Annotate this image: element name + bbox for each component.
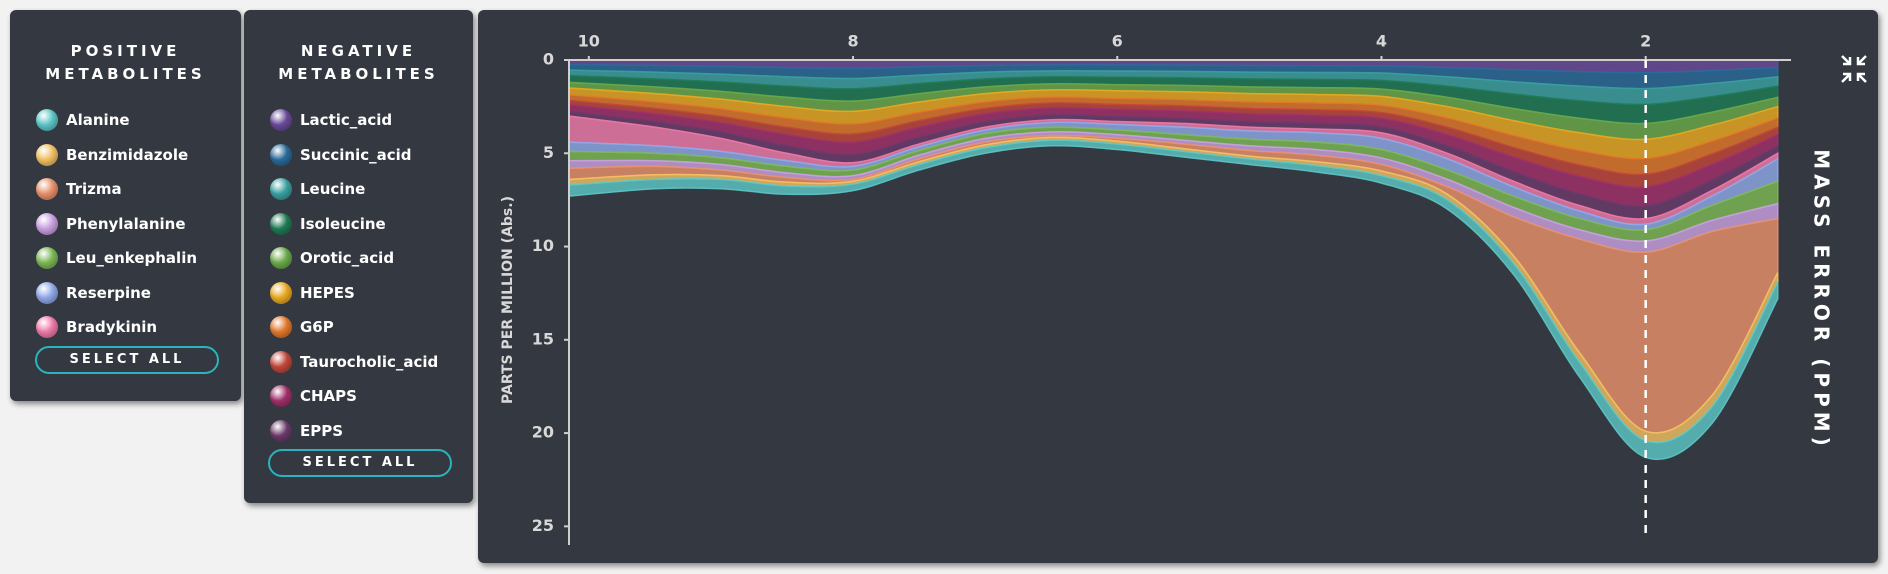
legend-swatch: [36, 143, 58, 166]
legend-swatch: [270, 316, 292, 338]
positive-panel: POSITIVE METABOLITES Alanine Benzimidazol…: [10, 10, 241, 401]
legend-label: Leu_enkephalin: [66, 249, 198, 267]
legend-label: Succinic_acid: [300, 145, 412, 164]
legend-item[interactable]: Isoleucine: [270, 210, 386, 238]
y-axis-label: PARTS PER MILLION (Abs.): [500, 196, 516, 404]
legend-swatch: [36, 178, 58, 200]
legend-item[interactable]: G6P: [270, 313, 334, 341]
legend-item[interactable]: Reserpine: [36, 279, 151, 307]
legend-swatch: [270, 385, 292, 407]
y-tick-label: 25: [532, 516, 554, 535]
legend-item[interactable]: Lactic_acid: [270, 106, 392, 134]
legend-label: Benzimidazole: [66, 145, 189, 164]
y-tick-label: 5: [543, 143, 554, 162]
legend-item[interactable]: Phenylalanine: [36, 210, 186, 238]
legend-label: Phenylalanine: [66, 214, 186, 233]
panel-title: NEGATIVE METABOLITES: [278, 42, 439, 83]
legend-swatch: [270, 419, 292, 442]
legend-swatch: [270, 350, 292, 373]
legend-swatch: [270, 247, 292, 269]
legend-label: Trizma: [66, 180, 122, 198]
legend-swatch: [270, 281, 292, 304]
y-tick-label: 20: [532, 423, 554, 442]
legend-label: Leucine: [300, 180, 366, 198]
legend-item[interactable]: Bradykinin: [36, 313, 157, 341]
y-tick-label: 10: [532, 236, 554, 255]
legend-label: Lactic_acid: [300, 111, 393, 129]
legend-swatch: [36, 281, 58, 304]
legend-label: Taurocholic_acid: [300, 352, 439, 371]
select-all-button[interactable]: SELECT ALL: [35, 346, 219, 374]
legend-item[interactable]: Leucine: [270, 175, 365, 203]
legend-label: Bradykinin: [66, 318, 158, 336]
legend-item[interactable]: HEPES: [270, 279, 355, 307]
legend-label: HEPES: [300, 283, 355, 302]
x-tick-label: 2: [1640, 32, 1651, 51]
y-tick-label: 0: [543, 50, 554, 69]
icon-arrow: [1841, 72, 1852, 83]
legend-label: Reserpine: [66, 283, 151, 302]
icon-arrow: [1841, 55, 1852, 66]
negative-panel: NEGATIVE METABOLITES Lactic_acid Succinic…: [244, 10, 473, 503]
legend-label: Alanine: [66, 111, 130, 129]
legend-label: CHAPS: [300, 387, 357, 405]
legend-item[interactable]: Taurocholic_acid: [270, 348, 438, 376]
legend-swatch: [270, 212, 292, 235]
legend-label: Orotic_acid: [300, 249, 395, 267]
panel-title: POSITIVE METABOLITES: [45, 42, 206, 83]
legend-item[interactable]: Succinic_acid: [270, 141, 412, 169]
icon-arrow: [1856, 72, 1867, 83]
legend-item[interactable]: CHAPS: [270, 382, 357, 410]
legend-swatch: [270, 178, 292, 200]
legend-item[interactable]: Leu_enkephalin: [36, 244, 197, 272]
select-all-button[interactable]: SELECT ALL: [268, 449, 452, 477]
legend-swatch: [36, 109, 58, 131]
x-tick-label: 4: [1376, 32, 1387, 51]
legend-item[interactable]: Benzimidazole: [36, 141, 188, 169]
legend-swatch: [36, 316, 58, 338]
legend-label: G6P: [300, 318, 334, 336]
legend-swatch: [270, 143, 292, 166]
chart-title: MASS ERROR (PPM): [1810, 149, 1834, 451]
y-tick-label: 15: [532, 329, 554, 348]
x-tick-label: 8: [847, 32, 858, 51]
legend-item[interactable]: Orotic_acid: [270, 244, 394, 272]
legend-label: Isoleucine: [300, 214, 386, 233]
x-tick-label: 6: [1112, 32, 1123, 51]
legend-swatch: [36, 247, 58, 269]
legend-swatch: [36, 212, 58, 235]
icon-arrow: [1856, 55, 1867, 66]
legend-swatch: [270, 109, 292, 131]
legend-label: EPPS: [300, 421, 344, 440]
collapse-icon[interactable]: [1841, 55, 1867, 83]
legend-item[interactable]: Trizma: [36, 175, 122, 203]
x-tick-label: 10: [578, 32, 600, 51]
legend-item[interactable]: EPPS: [270, 417, 343, 445]
legend-item[interactable]: Alanine: [36, 106, 130, 134]
area: [568, 139, 1779, 461]
